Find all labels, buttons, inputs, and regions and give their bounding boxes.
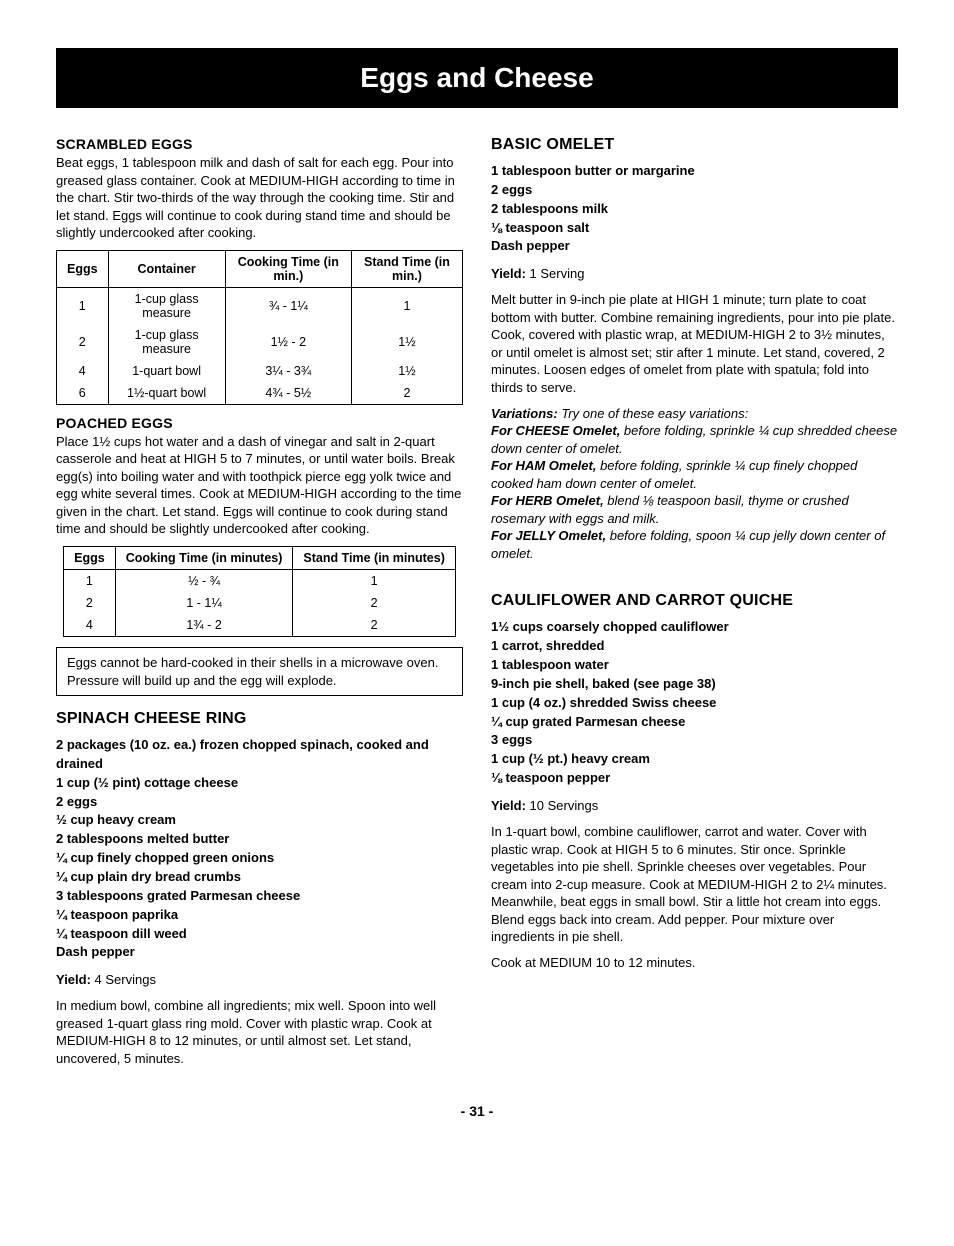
ingredient: 2 eggs [491,181,898,200]
spinach-heading: SPINACH CHEESE RING [56,710,463,728]
table-cell: 2 [351,382,462,405]
quiche-heading: CAULIFLOWER AND CARROT QUICHE [491,592,898,610]
ingredient: 2 eggs [56,793,463,812]
table-cell: 1-cup glass measure [108,324,225,360]
yield-label: Yield: [56,972,91,987]
table-cell: 4¾ - 5½ [225,382,351,405]
yield-value: 1 Serving [530,266,585,281]
poached-heading: POACHED EGGS [56,415,463,431]
variation-herb-b: For HERB Omelet, [491,493,604,508]
ingredient: 2 tablespoons milk [491,200,898,219]
ingredient: ¼ cup plain dry bread crumbs [56,868,463,887]
poached-th-0: Eggs [64,547,116,570]
ingredient: ¼ cup finely chopped green onions [56,849,463,868]
scrambled-th-0: Eggs [57,250,109,287]
scrambled-th-2: Cooking Time (in min.) [225,250,351,287]
variation-cheese-b: For CHEESE Omelet, [491,423,620,438]
ingredient: 1 cup (½ pt.) heavy cream [491,750,898,769]
ingredient: 1 cup (½ pint) cottage cheese [56,774,463,793]
yield-value: 4 Servings [95,972,156,987]
yield-label: Yield: [491,798,526,813]
ingredient: ⅛ teaspoon pepper [491,769,898,788]
scrambled-text: Beat eggs, 1 tablespoon milk and dash of… [56,154,463,242]
ingredient: 2 tablespoons melted butter [56,830,463,849]
ingredient: Dash pepper [491,237,898,256]
variation-jelly-b: For JELLY Omelet, [491,528,606,543]
table-cell: 3¼ - 3¾ [225,360,351,382]
table-cell: 1 [57,287,109,324]
table-cell: 1¾ - 2 [115,614,293,637]
ingredient: 1 carrot, shredded [491,637,898,656]
table-cell: 4 [57,360,109,382]
table-cell: ½ - ¾ [115,570,293,593]
omelet-variations: Variations: Try one of these easy variat… [491,405,898,563]
variation-ham-b: For HAM Omelet, [491,458,596,473]
right-column: BASIC OMELET 1 tablespoon butter or marg… [491,126,898,1075]
page-number: - 31 - [56,1103,898,1119]
variations-intro-r: Try one of these easy variations: [558,406,749,421]
spinach-text: In medium bowl, combine all ingredients;… [56,997,463,1067]
poached-th-2: Stand Time (in minutes) [293,547,455,570]
scrambled-th-1: Container [108,250,225,287]
ingredient: ½ cup heavy cream [56,811,463,830]
banner-title: Eggs and Cheese [56,48,898,108]
spinach-ingredients: 2 packages (10 oz. ea.) frozen chopped s… [56,736,463,962]
spinach-yield: Yield: 4 Servings [56,972,463,987]
table-cell: 1 [64,570,116,593]
ingredient: Dash pepper [56,943,463,962]
ingredient: 9-inch pie shell, baked (see page 38) [491,675,898,694]
ingredient: 3 tablespoons grated Parmesan cheese [56,887,463,906]
poached-table: Eggs Cooking Time (in minutes) Stand Tim… [63,546,456,637]
table-cell: 1½ [351,324,462,360]
table-cell: 1-quart bowl [108,360,225,382]
ingredient: ¼ cup grated Parmesan cheese [491,713,898,732]
left-column: SCRAMBLED EGGS Beat eggs, 1 tablespoon m… [56,126,463,1075]
omelet-text: Melt butter in 9-inch pie plate at HIGH … [491,291,898,396]
table-cell: 4 [64,614,116,637]
table-cell: 2 [293,614,455,637]
ingredient: 2 packages (10 oz. ea.) frozen chopped s… [56,736,463,774]
table-cell: 1½-quart bowl [108,382,225,405]
quiche-ingredients: 1½ cups coarsely chopped cauliflower 1 c… [491,618,898,788]
omelet-yield: Yield: 1 Serving [491,266,898,281]
ingredient: 3 eggs [491,731,898,750]
quiche-yield: Yield: 10 Servings [491,798,898,813]
ingredient: ¼ teaspoon dill weed [56,925,463,944]
omelet-ingredients: 1 tablespoon butter or margarine 2 eggs … [491,162,898,256]
ingredient: ¼ teaspoon paprika [56,906,463,925]
ingredient: 1½ cups coarsely chopped cauliflower [491,618,898,637]
table-cell: ¾ - 1¼ [225,287,351,324]
yield-value: 10 Servings [530,798,599,813]
table-cell: 1 - 1¼ [115,592,293,614]
table-cell: 2 [57,324,109,360]
quiche-text2: Cook at MEDIUM 10 to 12 minutes. [491,954,898,972]
ingredient: 1 tablespoon butter or margarine [491,162,898,181]
ingredient: 1 cup (4 oz.) shredded Swiss cheese [491,694,898,713]
variations-intro-b: Variations: [491,406,558,421]
table-cell: 6 [57,382,109,405]
scrambled-th-3: Stand Time (in min.) [351,250,462,287]
ingredient: ⅛ teaspoon salt [491,219,898,238]
poached-text: Place 1½ cups hot water and a dash of vi… [56,433,463,538]
table-cell: 1½ - 2 [225,324,351,360]
egg-note-box: Eggs cannot be hard-cooked in their shel… [56,647,463,696]
table-cell: 2 [293,592,455,614]
ingredient: 1 tablespoon water [491,656,898,675]
table-cell: 1 [293,570,455,593]
scrambled-table: Eggs Container Cooking Time (in min.) St… [56,250,463,405]
poached-th-1: Cooking Time (in minutes) [115,547,293,570]
table-cell: 1-cup glass measure [108,287,225,324]
table-cell: 2 [64,592,116,614]
page: Eggs and Cheese SCRAMBLED EGGS Beat eggs… [0,0,954,1149]
table-cell: 1½ [351,360,462,382]
omelet-heading: BASIC OMELET [491,136,898,154]
columns: SCRAMBLED EGGS Beat eggs, 1 tablespoon m… [56,126,898,1075]
quiche-text1: In 1-quart bowl, combine cauliflower, ca… [491,823,898,946]
scrambled-heading: SCRAMBLED EGGS [56,136,463,152]
yield-label: Yield: [491,266,526,281]
table-cell: 1 [351,287,462,324]
